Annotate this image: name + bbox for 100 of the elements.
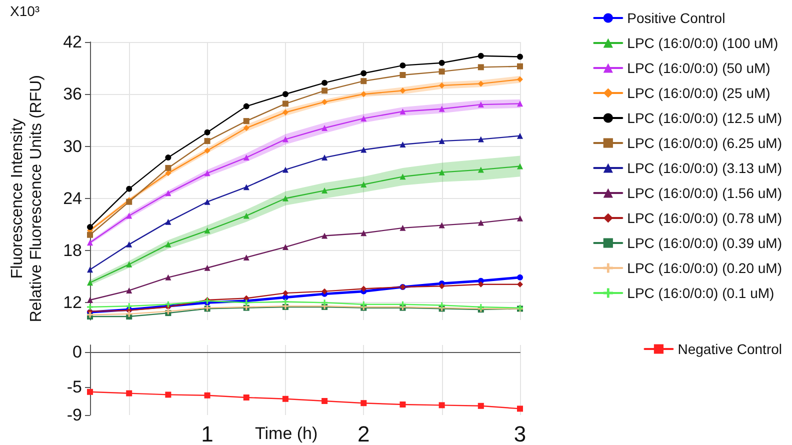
y-tick-label: 0: [72, 342, 82, 362]
point: [517, 274, 523, 280]
point: [322, 232, 328, 239]
point: [400, 142, 406, 148]
point: [322, 398, 328, 404]
point: [322, 88, 328, 94]
legend-label: LPC (16:0/0:0) (0.20 uM): [627, 260, 782, 276]
point: [360, 286, 367, 292]
legend-label: LPC (16:0/0:0) (6.25 uM): [627, 135, 782, 151]
point: [400, 174, 406, 180]
point: [87, 280, 93, 286]
point: [165, 170, 172, 176]
point: [517, 163, 523, 170]
point: [438, 402, 445, 408]
point: [517, 281, 523, 288]
point: [360, 301, 367, 308]
point: [360, 115, 367, 122]
text: X10³: [10, 3, 40, 19]
point: [126, 390, 132, 396]
point: [87, 304, 93, 310]
point: [400, 402, 406, 408]
point: [282, 396, 288, 402]
point: [243, 394, 250, 400]
point: [87, 297, 93, 304]
point: [478, 52, 484, 59]
point: [400, 224, 406, 231]
point: [243, 184, 250, 190]
legend-label: LPC (16:0/0:0) (100 uM): [627, 35, 778, 51]
point: [282, 109, 288, 116]
point: [126, 212, 132, 219]
point: [400, 301, 406, 308]
point: [243, 212, 250, 219]
point: [282, 91, 288, 98]
x-tick-label: 2: [358, 422, 370, 445]
point: [165, 164, 172, 171]
point: [322, 98, 328, 105]
point: [322, 125, 328, 132]
point: [517, 406, 523, 412]
point: [360, 78, 367, 84]
point: [478, 402, 484, 409]
legend-label: LPC (16:0/0:0) (50 uM): [627, 60, 770, 76]
point: [204, 264, 210, 271]
point: [400, 62, 406, 68]
point: [87, 224, 93, 230]
y-tick-label: -9: [66, 406, 82, 424]
point: [126, 303, 132, 310]
point: [478, 281, 484, 288]
legend-label: LPC (16:0/0:0) (12.5 uM): [627, 110, 782, 126]
point: [322, 288, 328, 294]
point: [87, 232, 93, 238]
point: [517, 63, 523, 70]
point: [400, 72, 406, 78]
point: [322, 154, 328, 161]
point: [126, 186, 132, 192]
point: [126, 241, 132, 248]
point: [438, 60, 445, 66]
y-tick-label: -5: [66, 378, 82, 396]
point: [87, 240, 93, 246]
point: [282, 100, 288, 107]
y-tick-label: 42: [63, 32, 82, 52]
point: [322, 300, 328, 306]
point: [400, 108, 406, 114]
point: [478, 102, 484, 108]
point: [165, 154, 172, 161]
point: [400, 88, 406, 94]
point: [204, 392, 210, 398]
point: [243, 254, 250, 260]
legend-label: LPC (16:0/0:0) (1.56 uM): [627, 185, 782, 201]
legend-label: LPC (16:0/0:0) (0.39 uM): [627, 235, 782, 251]
point: [87, 266, 93, 273]
point: [478, 136, 484, 142]
point: [517, 76, 523, 82]
point: [360, 230, 367, 236]
point: [126, 287, 132, 294]
point: [360, 181, 367, 188]
legend-label: LPC (16:0/0:0) (25 uM): [627, 85, 770, 101]
point: [438, 106, 445, 112]
point: [282, 290, 288, 296]
point: [517, 100, 523, 107]
point: [360, 146, 367, 153]
point: [322, 188, 328, 194]
point: [438, 302, 445, 308]
point: [478, 166, 484, 173]
point: [438, 138, 445, 144]
point: [438, 169, 445, 176]
y-tick-label: 24: [63, 188, 82, 208]
point: [243, 125, 250, 132]
point: [165, 392, 172, 398]
point: [165, 274, 172, 280]
point: [478, 80, 484, 87]
point: [243, 154, 250, 161]
legend-label: Positive Control: [627, 10, 726, 26]
point: [126, 310, 132, 317]
point: [87, 388, 93, 395]
point: [282, 166, 288, 173]
point: [204, 198, 210, 205]
point: [360, 91, 367, 98]
y-tick-label: 18: [63, 241, 82, 260]
y-tick-label: 36: [63, 84, 82, 104]
point: [360, 400, 367, 406]
